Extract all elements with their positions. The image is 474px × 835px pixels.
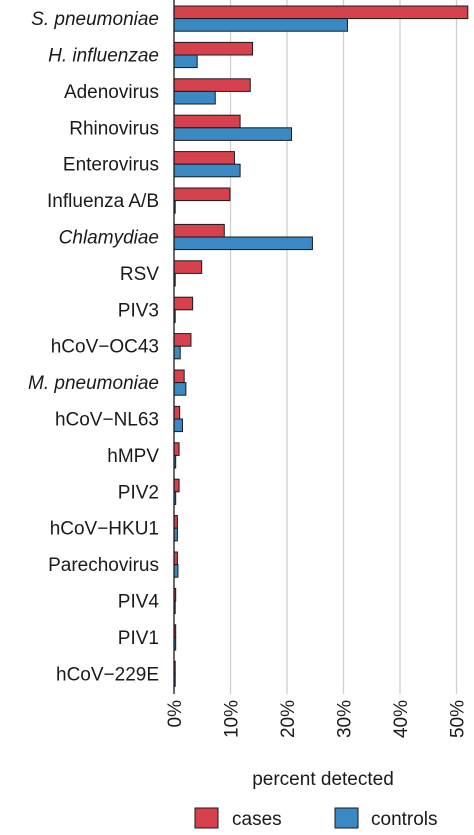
bars bbox=[173, 5, 469, 687]
x-axis-title: percent detected bbox=[252, 769, 394, 790]
bar-controls-h-influenzae bbox=[173, 54, 198, 69]
category-label-hmpv: hMPV bbox=[107, 446, 159, 467]
category-label-piv3: PIV3 bbox=[118, 300, 159, 321]
bar-cases-rhinovirus bbox=[173, 114, 241, 129]
category-label-hcov-nl63: hCoV−NL63 bbox=[55, 410, 159, 431]
category-label-s-pneumoniae: S. pneumoniae bbox=[31, 9, 159, 30]
category-label-piv1: PIV1 bbox=[118, 628, 159, 649]
legend-label-controls: controls bbox=[371, 809, 438, 830]
bar-cases-hmpv bbox=[173, 442, 180, 456]
category-label-m-pneumoniae: M. pneumoniae bbox=[28, 373, 159, 394]
category-labels: S. pneumoniae H. influenzae Adenovirus Rhin… bbox=[28, 9, 159, 685]
x-tick-labels: 0% 10% 20% 30% 40% 50% bbox=[165, 700, 469, 738]
legend: cases controls bbox=[194, 807, 438, 830]
bar-cases-m-pneumoniae bbox=[173, 369, 185, 384]
bar-cases-hcov-nl63 bbox=[173, 405, 181, 420]
bar-controls-adenovirus bbox=[173, 90, 216, 105]
bar-cases-piv3 bbox=[173, 296, 194, 311]
x-tick-label-40: 40% bbox=[391, 700, 412, 738]
bar-controls-rhinovirus bbox=[173, 127, 293, 141]
legend-label-cases: cases bbox=[232, 809, 282, 830]
bar-cases-hcov-oc43 bbox=[173, 333, 192, 347]
category-label-adenovirus: Adenovirus bbox=[64, 82, 159, 103]
legend-swatch-controls bbox=[334, 807, 359, 829]
category-label-influenza-a-b: Influenza A/B bbox=[47, 191, 159, 212]
bar-controls-chlamydiae bbox=[173, 236, 313, 251]
bar-cases-enterovirus bbox=[173, 151, 235, 165]
category-label-hcov-hku1: hCoV−HKU1 bbox=[50, 519, 159, 540]
bar-cases-h-influenzae bbox=[173, 41, 254, 56]
grid-lines bbox=[229, 0, 458, 694]
x-tick-label-30: 30% bbox=[335, 700, 356, 738]
bar-controls-m-pneumoniae bbox=[173, 382, 187, 396]
bar-controls-enterovirus bbox=[173, 163, 241, 178]
category-label-h-influenzae: H. influenzae bbox=[48, 46, 159, 67]
category-label-enterovirus: Enterovirus bbox=[63, 155, 159, 176]
bar-cases-adenovirus bbox=[173, 78, 251, 92]
category-label-rhinovirus: Rhinovirus bbox=[69, 118, 159, 139]
bar-cases-s-pneumoniae bbox=[173, 5, 469, 20]
x-tick-label-0: 0% bbox=[165, 700, 186, 728]
category-label-parechovirus: Parechovirus bbox=[48, 555, 159, 576]
bar-cases-chlamydiae bbox=[173, 223, 225, 238]
bar-controls-hcov-nl63 bbox=[173, 418, 183, 433]
bar-cases-influenza-a-b bbox=[173, 187, 231, 202]
bar-cases-rsv bbox=[173, 260, 203, 274]
x-tick-label-10: 10% bbox=[222, 700, 243, 738]
bar-cases-piv2 bbox=[173, 478, 180, 493]
category-label-hcov-oc43: hCoV−OC43 bbox=[51, 337, 159, 358]
category-label-hcov-229e: hCoV−229E bbox=[56, 664, 159, 685]
category-label-chlamydiae: Chlamydiae bbox=[59, 228, 159, 249]
category-label-piv4: PIV4 bbox=[118, 592, 160, 613]
bar-controls-s-pneumoniae bbox=[173, 18, 348, 32]
legend-swatch-cases bbox=[194, 807, 219, 829]
category-label-piv2: PIV2 bbox=[118, 482, 159, 503]
x-tick-label-20: 20% bbox=[278, 700, 299, 738]
category-label-rsv: RSV bbox=[120, 264, 159, 285]
x-tick-label-50: 50% bbox=[448, 700, 469, 738]
bar-controls-hcov-oc43 bbox=[173, 345, 181, 360]
